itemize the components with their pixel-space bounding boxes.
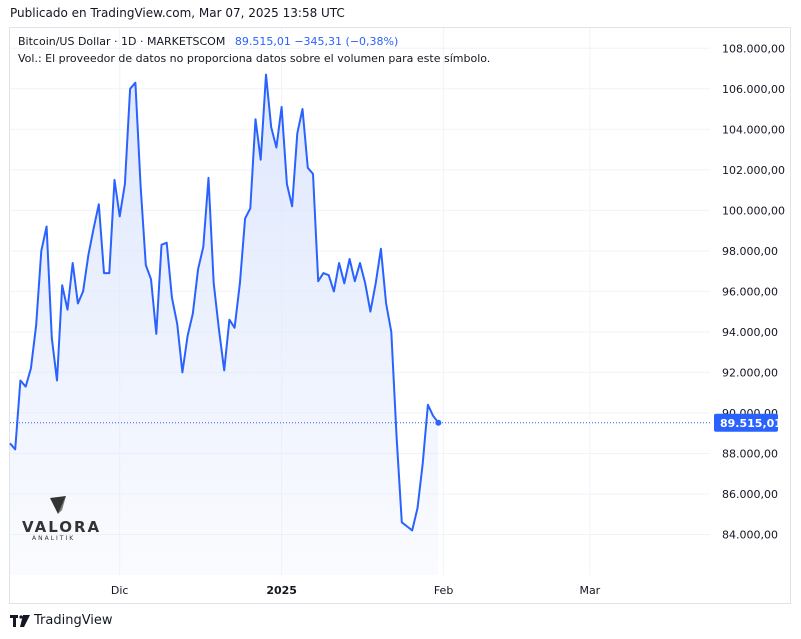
x-axis: Dic 2025 Feb Mar [111, 584, 601, 597]
x-tick-label: Dic [111, 584, 129, 597]
watermark-name: VALORA [22, 518, 102, 536]
legend-volume-note: Vol.: El proveedor de datos no proporcio… [18, 52, 491, 65]
y-tick-label: 106.000,00 [722, 83, 785, 96]
y-tick-label: 102.000,00 [722, 164, 785, 177]
last-price-tag-text: 89.515,01 [720, 417, 782, 430]
y-tick-label: 96.000,00 [722, 285, 778, 298]
last-price-tag: 89.515,01 [714, 413, 782, 432]
legend-symbol-line: Bitcoin/US Dollar · 1D · MARKETSCOM 89.5… [18, 35, 398, 48]
valora-logo-icon [50, 496, 66, 514]
x-tick-label: Feb [434, 584, 453, 597]
tradingview-logo-icon [10, 614, 30, 627]
y-tick-label: 88.000,00 [722, 447, 778, 460]
y-tick-label: 84.000,00 [722, 528, 778, 541]
y-tick-label: 98.000,00 [722, 245, 778, 258]
legend-symbol: Bitcoin/US Dollar · 1D · MARKETSCOM [18, 35, 226, 48]
x-tick-label: Mar [579, 584, 600, 597]
last-price-tag-bg [714, 413, 778, 432]
y-tick-label: 108.000,00 [722, 42, 785, 55]
watermark-sub: ANALITIK [32, 535, 76, 542]
legend-values: 89.515,01 −345,31 (−0,38%) [234, 35, 399, 48]
published-label: Publicado en TradingView.com, Mar 07, 20… [10, 6, 345, 20]
tradingview-brand: TradingView [34, 613, 113, 628]
y-tick-label: 94.000,00 [722, 326, 778, 339]
last-price-dot [435, 419, 442, 426]
valora-watermark: VALORA ANALITIK [18, 494, 102, 544]
y-tick-label: 86.000,00 [722, 488, 778, 501]
y-tick-label: 92.000,00 [722, 366, 778, 379]
x-tick-label: 2025 [266, 584, 297, 597]
y-axis: 84.000,0086.000,0088.000,0090.000,0092.0… [722, 42, 785, 541]
y-tick-label: 100.000,00 [722, 204, 785, 217]
y-tick-label: 104.000,00 [722, 123, 785, 136]
tradingview-footer[interactable]: TradingView [10, 613, 113, 628]
price-line [9, 73, 440, 532]
